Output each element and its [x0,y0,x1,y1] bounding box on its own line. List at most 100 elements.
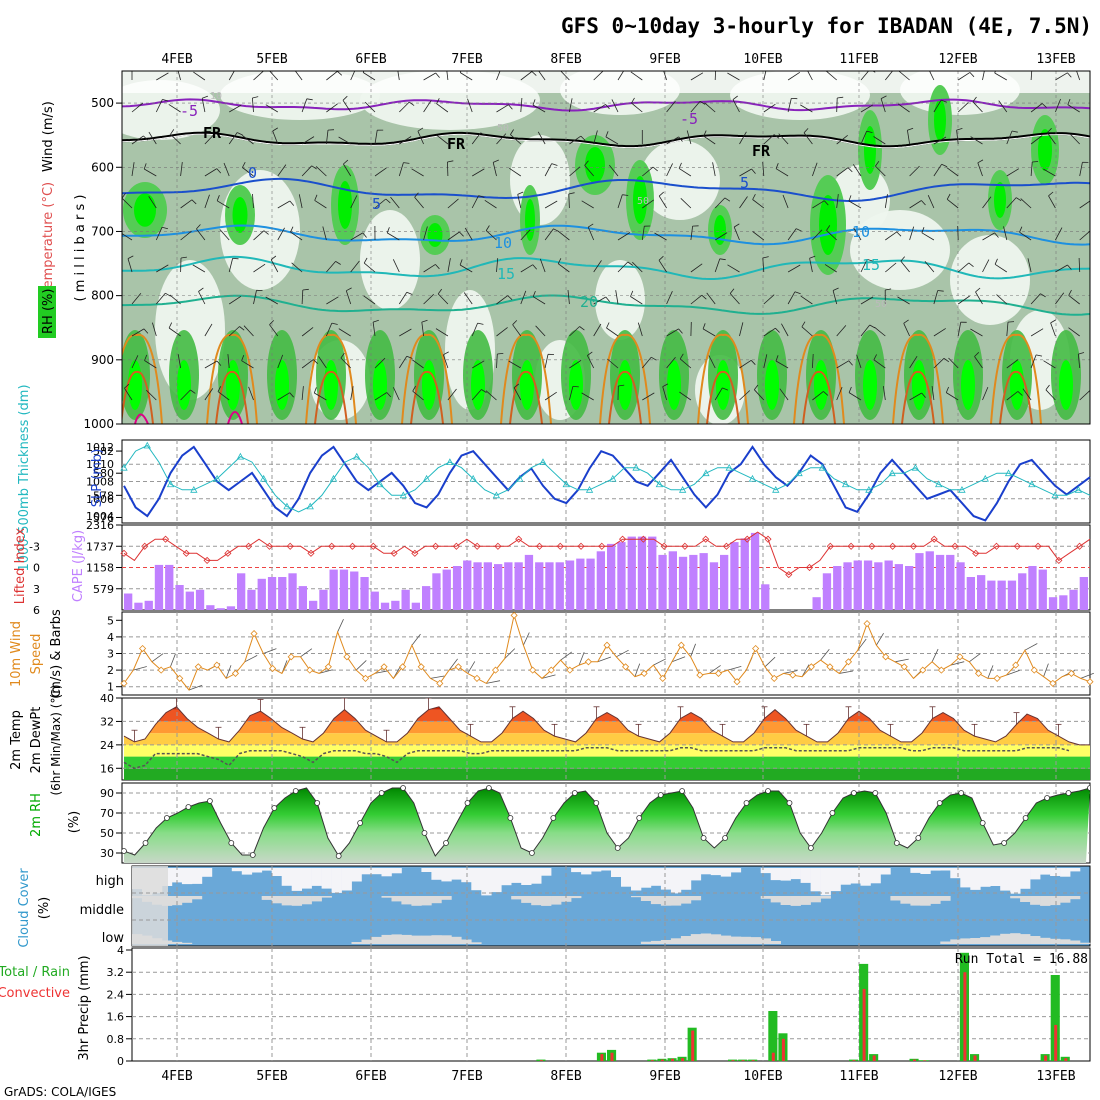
wind-barb-flag [191,199,197,205]
wind-barb [1006,130,1013,145]
wind-barb [569,98,573,113]
wind-barb [812,200,825,209]
wind-barb [492,162,497,177]
wind-barb [708,355,716,369]
thickness-marker [888,469,896,477]
cloud-high [1050,868,1061,876]
wind-barb [956,130,959,145]
surface-wind-barb [653,658,667,666]
wind-barb [326,261,336,273]
wind-barb [253,263,266,273]
wind-barb-flag [866,130,873,133]
li-tick-label: 3 [33,583,40,596]
isotherm-loop-30 [215,371,249,424]
cape-bar [668,551,677,610]
rh-saturated-area [525,199,535,241]
cloud-high [321,868,332,889]
cloud-middle [670,896,682,906]
wind-barb [471,168,485,177]
cloud-high [700,868,712,875]
wind-barb [277,227,285,241]
wind-barb [242,167,254,177]
wind-barb-flag [832,287,839,291]
wind-barb [148,196,157,209]
rh-boundary-layer-core [275,360,289,410]
rh-marker [271,805,278,811]
wind-barb [924,261,935,273]
temperature-axis-title: Temperature (°C) [41,182,56,295]
isotherm-label: 5 [740,174,749,192]
wind-barb [1048,195,1056,209]
wind-barb [131,328,145,337]
wind-barb-flag [775,355,779,362]
isotherm-label: 50 [497,123,509,134]
cape-bar [576,558,585,610]
isotherm-loop-30 [410,371,444,424]
wind-speed-marker [547,666,555,674]
precip-convective-bar [751,1060,755,1061]
wind-barb-flag [994,71,996,74]
wind-barb [318,356,327,369]
rh-marker [1001,840,1007,846]
lifted-index-marker [286,542,294,550]
cape-bar [432,573,441,610]
wind-barb [423,100,432,113]
wind-barb [977,162,983,177]
wind-barb [374,198,387,209]
thickness-marker [865,485,873,493]
wind-barb-flag [481,389,487,393]
wind-barb-flag [701,294,707,300]
precip-convective-bar [913,1059,916,1061]
wind-barb [204,194,210,209]
lifted-index-marker [889,542,897,550]
wind-barb-flag [437,288,443,295]
surface-wind-barb [170,653,176,667]
wind-barb-flag [269,320,274,325]
cloud-low [181,942,193,944]
thickness-tick-label: 576 [93,511,114,524]
isotherm-loop-30 [608,371,642,424]
wind-barb [144,360,157,369]
wind-barb [204,360,218,369]
rh-marker [400,785,407,791]
wind-barb [897,296,910,305]
thickness-marker [329,474,338,482]
wind-barb [1003,226,1008,241]
wind-barb [228,295,242,305]
wind-barb [168,104,181,113]
wind-barb [666,163,673,177]
rh-marker [357,820,364,826]
wind-barb-flag [497,353,504,355]
wind-barb [900,260,910,273]
wind-barb-flag [216,360,222,366]
surface-wind-barb [151,653,164,663]
pressure-tick-label: 600 [91,160,114,174]
wind-barb [852,164,862,177]
cloud-high [870,868,881,884]
cloud-level-label: middle [80,903,124,918]
rh-dry-area [640,140,720,220]
cloud-middle [900,896,911,904]
wind-barb-flag [459,71,462,73]
wind-barb [873,136,886,145]
cape-bar [535,562,544,610]
wind-barb-flag [346,287,352,292]
wind-barb [350,195,358,209]
wind-barb-flag [1040,293,1046,298]
cape-bar [175,585,184,610]
wind-barb-flag [699,101,706,105]
day-label-bottom: 9FEB [649,1069,680,1084]
cape-bar [966,577,975,610]
wind-speed-marker [157,666,165,674]
wind-barb [544,200,558,209]
cloud-middle [1040,896,1051,906]
isotherm-label: -5 [180,102,198,120]
rh-tick-label: 50 [100,827,114,840]
wind-barb-flag [775,163,779,169]
cloud-low [700,933,712,944]
cloud-high [621,868,632,887]
lifted-index-marker [411,549,419,557]
cape-bar [288,573,297,610]
wind-barb-flag [216,168,222,174]
cloud-high [361,868,372,875]
